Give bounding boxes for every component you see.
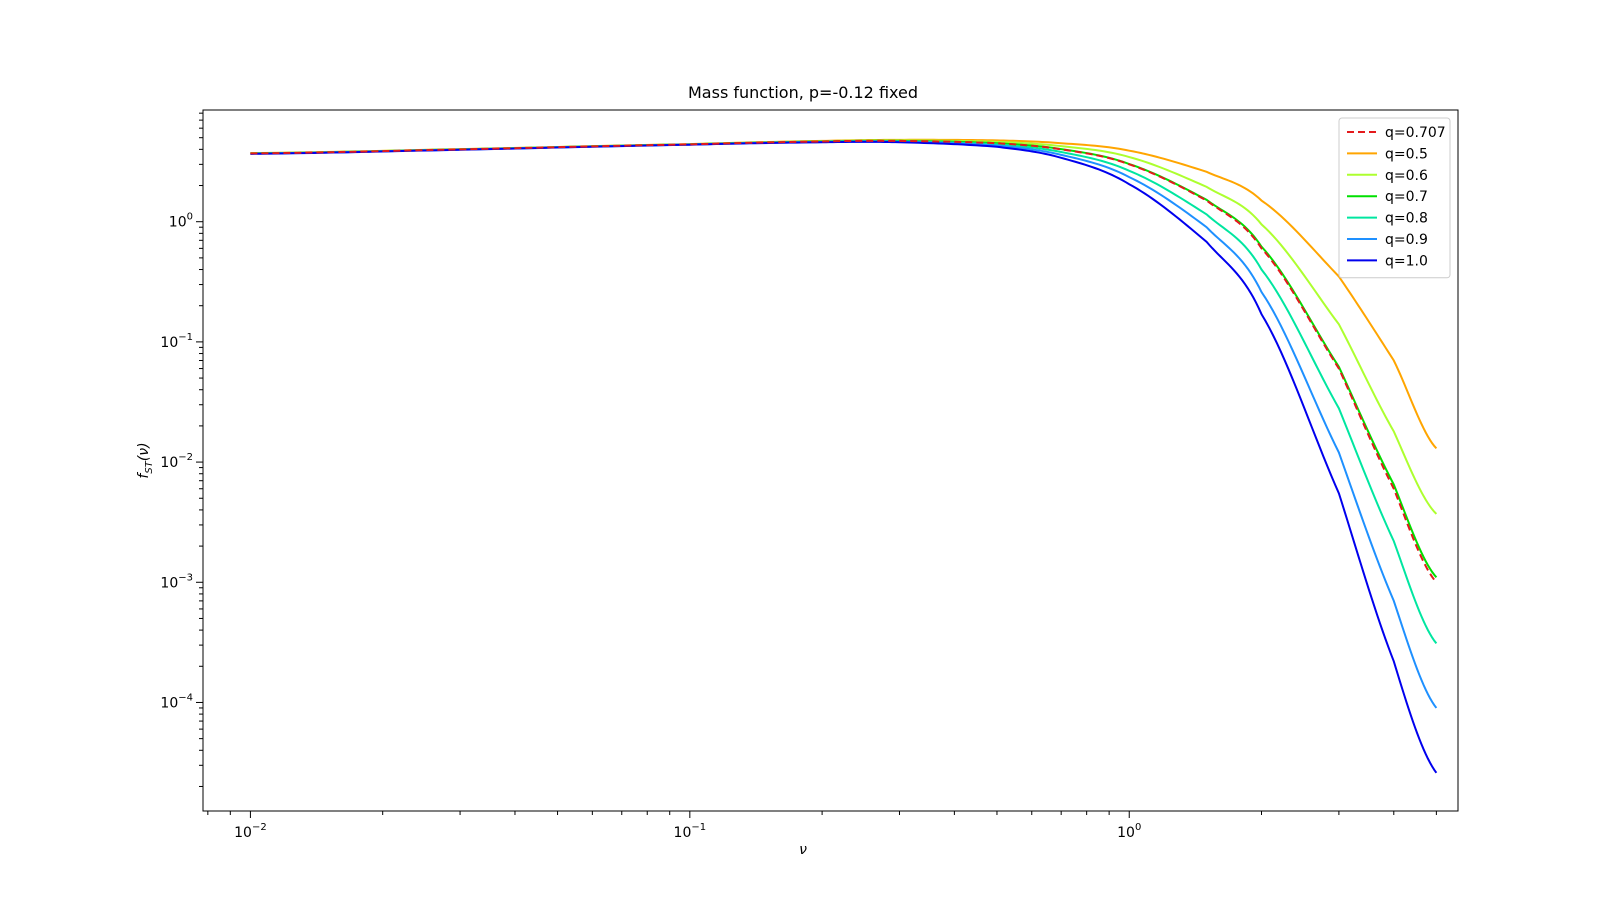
x-axis-label: ν — [799, 842, 807, 858]
series-line-q-1-0 — [250, 140, 1438, 774]
chart-title: Mass function, p=-0.12 fixed — [688, 83, 918, 102]
x-axis: 10−2 10−1 100 — [207, 811, 1437, 841]
y-axis-label: fST(ν) — [136, 442, 155, 478]
x-tick-label: 100 — [1117, 822, 1141, 841]
y-tick-label: 10−4 — [160, 692, 193, 711]
legend-label: q=0.9 — [1385, 232, 1428, 248]
legend-label: q=0.707 — [1385, 125, 1446, 141]
legend-label: q=0.7 — [1385, 189, 1428, 205]
series-line-q-0-9 — [250, 140, 1438, 709]
series-line-q-0-707 — [250, 139, 1438, 583]
legend-label: q=0.5 — [1385, 146, 1428, 162]
y-tick-label: 10−3 — [160, 572, 193, 591]
x-tick-label: 10−1 — [674, 822, 707, 841]
y-tick-label: 100 — [169, 212, 193, 231]
y-tick-label: 10−1 — [160, 332, 193, 351]
legend: q=0.707 q=0.5 q=0.6 q=0.7 q=0.8 q=0.9 q=1.0 — [1338, 117, 1451, 279]
legend-label: q=0.8 — [1385, 211, 1428, 227]
legend-box — [1338, 117, 1451, 279]
series-line-q-0-8 — [250, 140, 1438, 645]
series-lines — [250, 138, 1438, 774]
x-tick-label: 10−2 — [234, 822, 267, 841]
plot-area — [202, 109, 1459, 812]
series-line-q-0-5 — [250, 138, 1438, 450]
legend-label: q=0.6 — [1385, 168, 1428, 184]
series-line-q-0-7 — [250, 139, 1438, 578]
legend-label: q=1.0 — [1385, 253, 1428, 269]
y-axis: 10−4 10−3 10−2 10−1 100 — [160, 112, 203, 787]
series-line-q-0-6 — [250, 139, 1438, 515]
y-tick-label: 10−2 — [160, 452, 193, 471]
